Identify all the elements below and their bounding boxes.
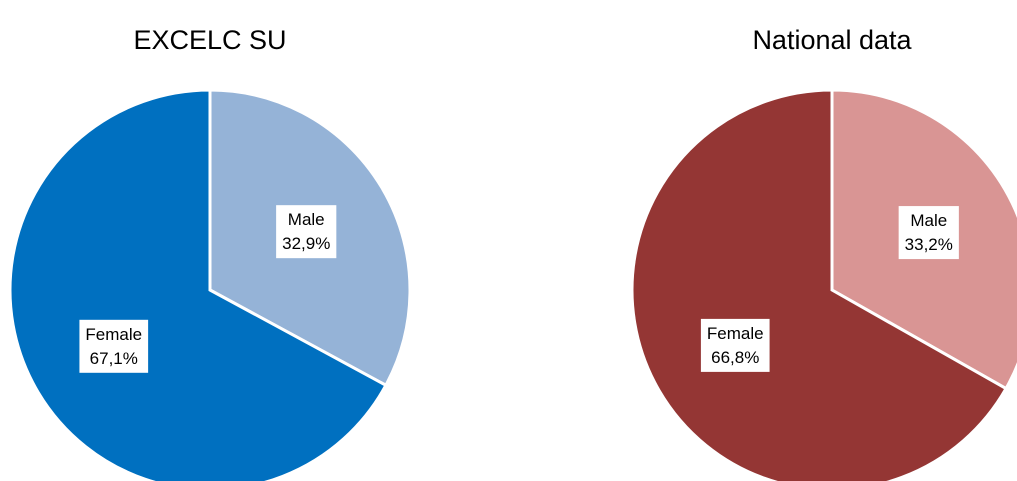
value-label: 66,8% [711,348,759,367]
pie-slice [8,88,388,481]
data-label: Male 33,2% [898,206,959,260]
category-label: Female [85,325,142,344]
category-label: Male [910,211,947,230]
label-box [898,206,959,260]
data-label: Female 67,1% [79,319,149,373]
label-box [79,319,149,373]
category-label: Male [288,210,325,229]
chart-title: National data [752,25,912,55]
value-label: 32,9% [282,234,330,253]
label-box [700,318,770,372]
data-label: Male 32,9% [276,205,337,259]
label-box [276,205,337,259]
value-label: 67,1% [90,349,138,368]
pie-slice [630,88,1009,481]
category-label: Female [707,324,764,343]
data-label: Female 66,8% [700,318,770,372]
value-label: 33,2% [905,235,953,254]
chart-title: EXCELC SU [133,25,286,55]
